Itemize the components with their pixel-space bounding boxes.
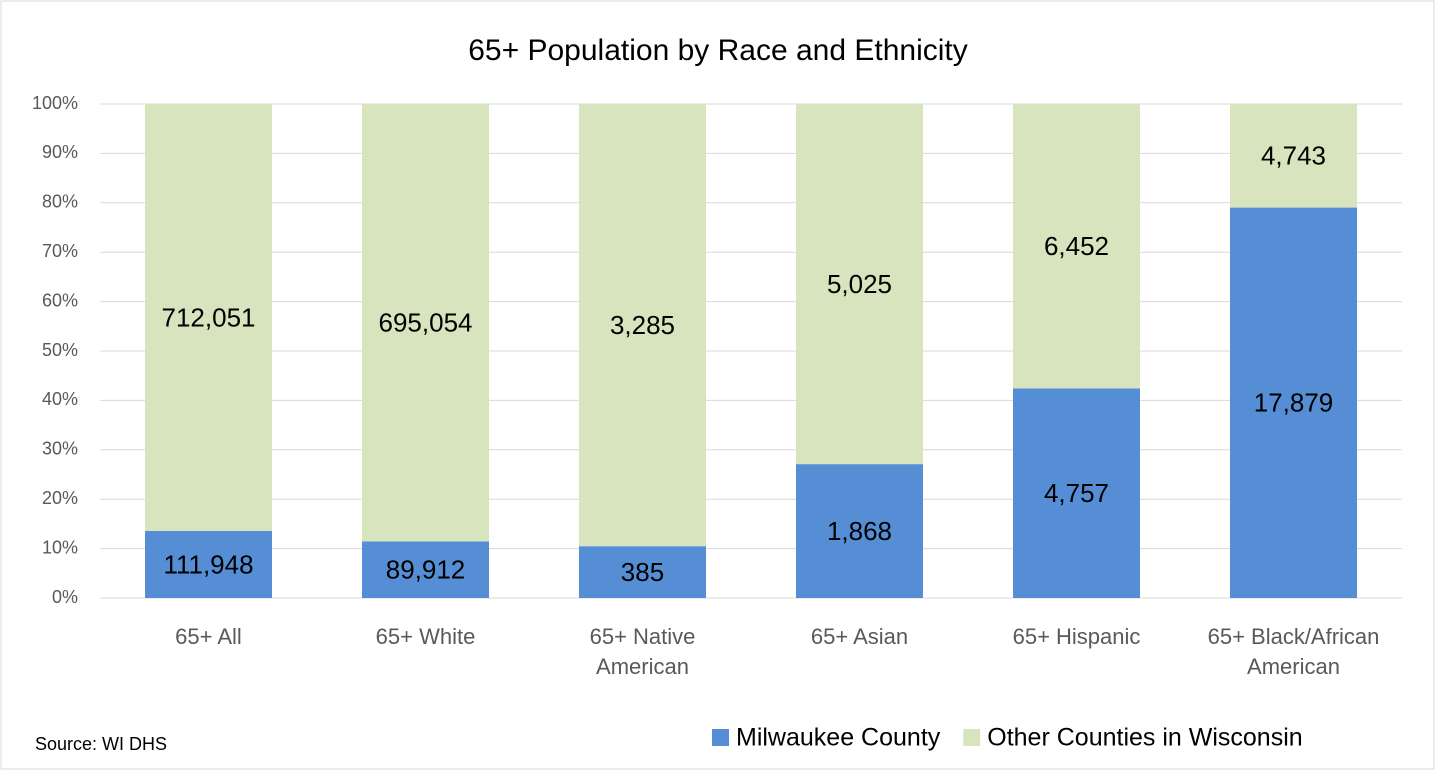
bar-segment (1230, 207, 1357, 598)
data-label: 4,743 (1261, 141, 1326, 171)
y-tick-label: 60% (42, 290, 78, 310)
y-tick-label: 80% (42, 192, 78, 212)
bar-segment (1013, 388, 1140, 598)
data-label: 5,025 (827, 269, 892, 299)
data-label: 712,051 (162, 302, 256, 332)
legend-label: Other Counties in Wisconsin (987, 724, 1302, 752)
legend-swatch (712, 729, 729, 746)
y-tick-label: 50% (42, 340, 78, 360)
bar-segment (362, 104, 489, 542)
y-tick-label: 0% (52, 587, 78, 607)
y-tick-label: 30% (42, 439, 78, 459)
data-label: 111,948 (163, 549, 253, 579)
bar-segment (145, 530, 272, 598)
bar-segment (796, 104, 923, 465)
y-tick-label: 10% (42, 537, 78, 557)
bar-segment (1230, 104, 1357, 208)
x-tick-label: 65+ Hispanic (1012, 624, 1141, 649)
legend-swatch (963, 729, 981, 746)
data-label: 695,054 (379, 308, 473, 338)
bar-segment (579, 546, 706, 598)
x-tick-label: 65+ Native American (589, 624, 696, 679)
chart-title: 65+ Population by Race and Ethnicity (468, 34, 968, 67)
y-tick-label: 100% (32, 93, 78, 113)
bar-segment (145, 104, 272, 531)
bar-segment (579, 104, 706, 547)
bar-segment (1013, 104, 1140, 389)
data-label: 3,285 (610, 310, 675, 340)
x-tick-label: 65+ Black/African American (1207, 624, 1380, 679)
y-tick-label: 40% (42, 389, 78, 409)
y-tick-label: 20% (42, 488, 78, 508)
x-tick-label: 65+ All (175, 624, 242, 649)
data-label: 17,879 (1254, 388, 1334, 418)
x-tick-label: 65+ Asian (810, 624, 909, 649)
data-label: 4,757 (1044, 478, 1109, 508)
bar-segment (796, 464, 923, 598)
source-note: Source: WI DHS (35, 734, 167, 754)
legend-label: Milwaukee County (736, 724, 941, 752)
data-label: 89,912 (386, 555, 466, 585)
data-label: 6,452 (1044, 231, 1109, 261)
x-tick-label: 65+ White (375, 624, 476, 649)
data-label: 1,868 (827, 516, 892, 546)
y-tick-label: 90% (42, 142, 78, 162)
data-label: 385 (621, 557, 664, 587)
y-tick-label: 70% (42, 241, 78, 261)
bar-segment (362, 541, 489, 598)
